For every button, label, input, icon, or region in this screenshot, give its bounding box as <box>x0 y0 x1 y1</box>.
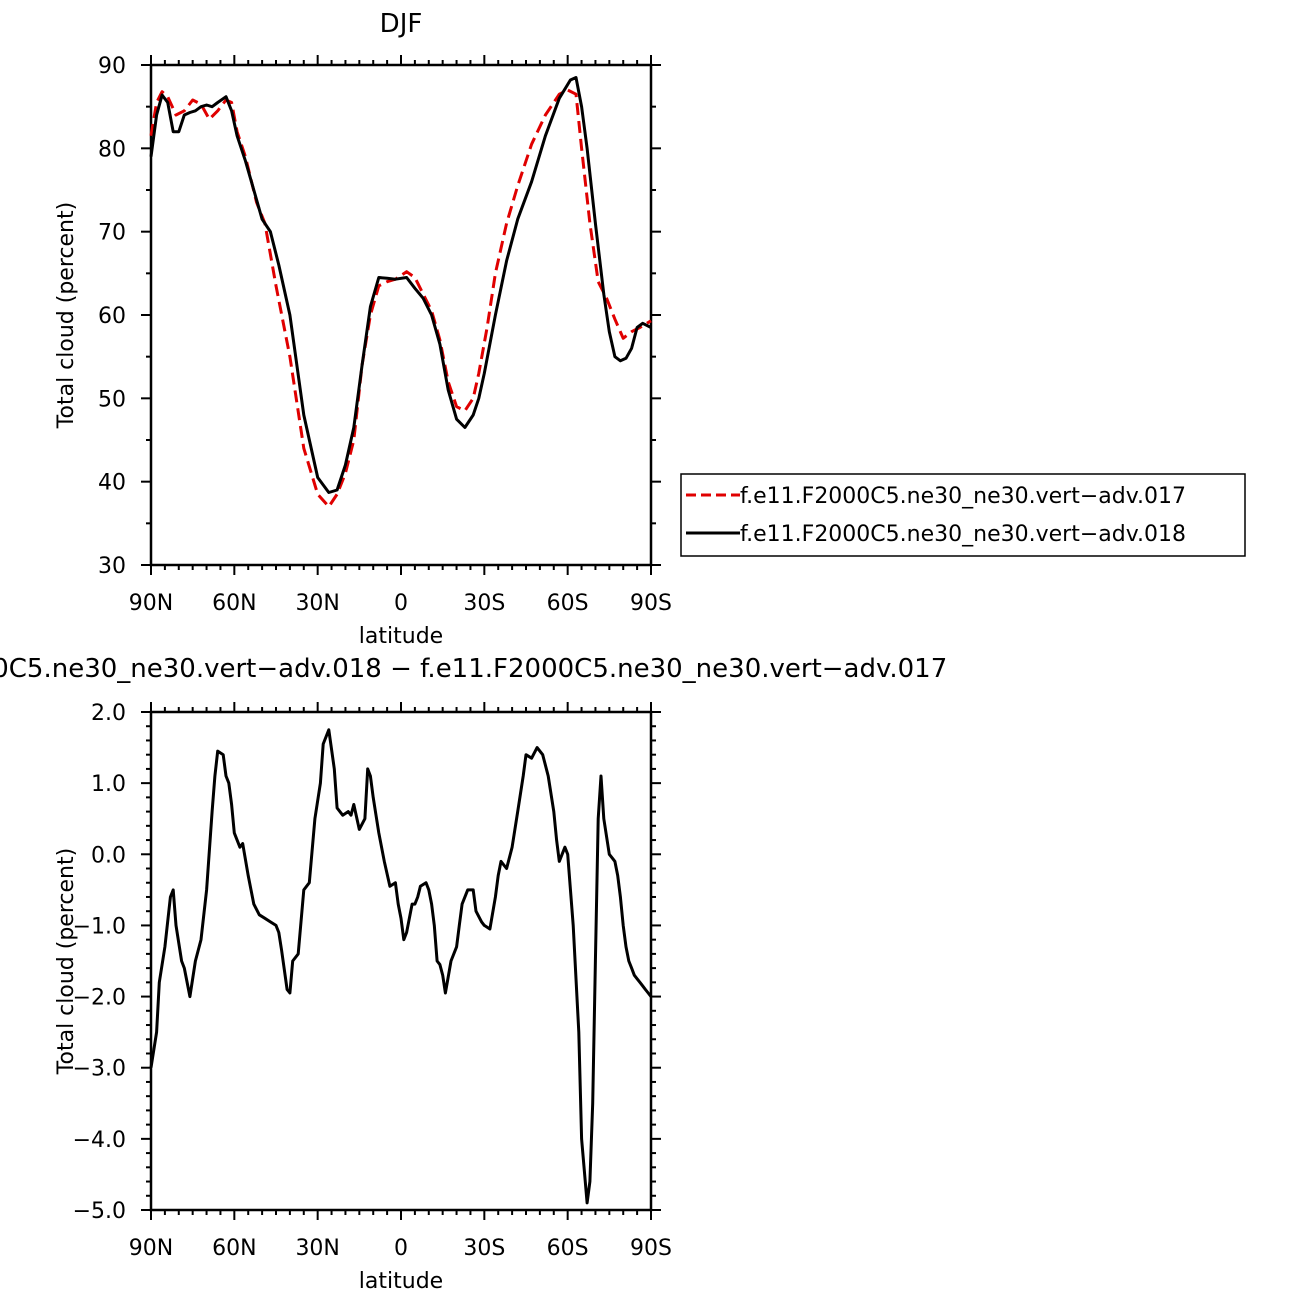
y-tick-label: 50 <box>98 387 126 412</box>
y-tick-label: −4.0 <box>73 1128 126 1153</box>
y-tick-label: 80 <box>98 137 126 162</box>
x-tick-label: 60S <box>547 591 589 616</box>
x-tick-label: 60N <box>212 1236 256 1261</box>
x-tick-label: 60S <box>547 1236 589 1261</box>
x-tick-label: 0 <box>394 1236 408 1261</box>
y-tick-label: 60 <box>98 304 126 329</box>
axis-ticks <box>141 55 661 575</box>
y-tick-label: 30 <box>98 554 126 579</box>
x-tick-label: 60N <box>212 591 256 616</box>
bottom-panel-difference: f.e11.F2000C5.ne30_ne30.vert−adv.018 − f… <box>0 654 947 1294</box>
y-axis-title: Total cloud (percent) <box>54 202 79 429</box>
x-tick-label: 90S <box>630 591 672 616</box>
x-tick-label: 30N <box>295 1236 339 1261</box>
y-tick-label: 40 <box>98 471 126 496</box>
x-tick-label: 30N <box>295 591 339 616</box>
y-tick-label: 2.0 <box>91 701 126 726</box>
axis-ticks <box>141 702 661 1220</box>
chart-title: f.e11.F2000C5.ne30_ne30.vert−adv.018 − f… <box>0 654 947 684</box>
series-line-018 <box>149 728 653 1205</box>
x-tick-label: 90N <box>129 1236 173 1261</box>
series-line-018 <box>149 76 652 494</box>
top-panel-djf: DJF 90N 60N 30N 0 30S 60S 90S 30 40 50 60 70 80 90 lati… <box>54 9 1246 649</box>
x-tick-label: 30S <box>463 591 505 616</box>
y-tick-label: −1.0 <box>73 914 126 939</box>
legend: f.e11.F2000C5.ne30_ne30.vert−adv.017 f.e1… <box>680 473 1246 557</box>
y-tick-label: 70 <box>98 221 126 246</box>
y-tick-label: 90 <box>98 54 126 79</box>
y-tick-label: −2.0 <box>73 986 126 1011</box>
legend-label: f.e11.F2000C5.ne30_ne30.vert−adv.017 <box>740 484 1186 509</box>
y-tick-label: 0.0 <box>91 843 126 868</box>
x-axis-title: latitude <box>359 1269 443 1294</box>
y-tick-label: −3.0 <box>73 1057 126 1082</box>
x-tick-label: 0 <box>394 591 408 616</box>
y-tick-label: −5.0 <box>73 1199 126 1224</box>
x-tick-label: 90N <box>129 591 173 616</box>
legend-box <box>680 473 1246 557</box>
y-axis-title: Total cloud (percent) <box>54 848 79 1075</box>
legend-label: f.e11.F2000C5.ne30_ne30.vert−adv.018 <box>740 522 1186 547</box>
x-tick-label: 90S <box>630 1236 672 1261</box>
x-axis-title: latitude <box>359 624 443 649</box>
y-tick-label: 1.0 <box>91 772 126 797</box>
x-tick-label: 30S <box>463 1236 505 1261</box>
chart-title: DJF <box>380 9 423 39</box>
